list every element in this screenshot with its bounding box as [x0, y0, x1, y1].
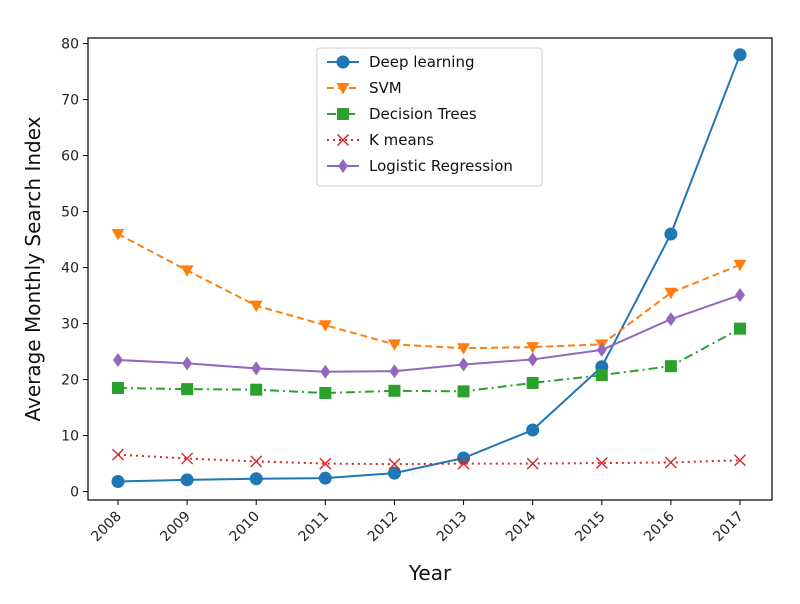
data-point [388, 384, 401, 397]
x-tick-label: 2014 [503, 508, 540, 545]
data-point [112, 382, 124, 394]
x-tick-label: 2017 [710, 509, 747, 546]
data-point [733, 48, 747, 62]
data-point [735, 288, 745, 303]
plot-area [111, 48, 747, 489]
legend-marker [337, 108, 349, 120]
x-tick-label: 2012 [365, 509, 402, 546]
data-point [526, 423, 540, 437]
data-point [387, 339, 401, 351]
series-decision-trees [112, 322, 746, 400]
x-tick-label: 2008 [88, 509, 125, 546]
data-point [527, 352, 538, 367]
legend-marker [338, 159, 348, 173]
legend-item: Logistic Regression [327, 157, 513, 175]
legend-box [316, 47, 543, 187]
data-point [457, 343, 471, 355]
legend-label: K means [369, 131, 434, 149]
data-point [457, 385, 470, 398]
data-point [664, 227, 678, 241]
legend-marker [336, 55, 350, 69]
data-point [182, 356, 193, 371]
data-point [111, 475, 125, 489]
y-tick-label: 0 [70, 485, 79, 501]
plot-frame [87, 37, 773, 501]
legend-marker [336, 83, 350, 95]
data-point [180, 265, 194, 277]
data-point [595, 457, 608, 470]
legend-item: Decision Trees [327, 105, 477, 123]
y-tick-label: 30 [61, 317, 79, 333]
series-line [117, 233, 741, 350]
data-point [595, 369, 608, 382]
series-line [117, 327, 741, 395]
data-point [457, 451, 471, 465]
y-tick-label: 10 [61, 429, 79, 445]
series-svm [111, 229, 747, 355]
legend-label: SVM [369, 79, 402, 97]
data-point [596, 342, 607, 357]
data-point [181, 452, 194, 465]
data-point [664, 287, 678, 300]
legend: Deep learning SVM Decision Trees K means Log… [316, 47, 543, 187]
data-point [181, 383, 194, 396]
series-line [117, 54, 741, 483]
data-point [734, 454, 746, 467]
data-point [664, 456, 677, 469]
x-tick-label: 2016 [641, 508, 678, 545]
data-point [318, 320, 332, 332]
data-point [111, 229, 125, 241]
data-point [526, 342, 540, 354]
data-point [526, 457, 539, 470]
series-line [117, 453, 741, 466]
data-point [733, 259, 747, 272]
data-point [112, 448, 124, 461]
series-k-means [112, 448, 746, 471]
data-point [249, 300, 263, 313]
x-tick-label: 2010 [227, 509, 264, 546]
data-point [318, 471, 332, 485]
y-tick-label: 70 [61, 93, 79, 109]
data-point [319, 457, 332, 470]
x-tick-label: 2013 [434, 509, 471, 546]
legend-label: Deep learning [369, 53, 475, 71]
legend-label: Logistic Regression [369, 157, 513, 175]
data-point [665, 312, 676, 327]
legend-item: SVM [327, 79, 402, 97]
legend-marker [337, 134, 349, 146]
y-tick-label: 80 [61, 37, 79, 53]
series-line [117, 294, 741, 373]
data-point [250, 383, 263, 396]
data-point [389, 364, 400, 379]
x-tick-label: 2009 [157, 509, 194, 546]
data-point [250, 455, 263, 468]
x-tick-label: 2011 [296, 509, 333, 546]
legend-item: K means [327, 131, 434, 149]
data-point [249, 472, 263, 486]
y-tick-label: 60 [61, 149, 79, 165]
data-point [457, 457, 470, 470]
data-point [388, 458, 401, 471]
data-point [113, 353, 123, 367]
x-tick-label: 2015 [572, 509, 609, 546]
data-point [319, 387, 332, 400]
data-point [664, 360, 677, 373]
data-point [251, 361, 262, 376]
series-logistic-regression [113, 288, 745, 379]
data-point [320, 364, 331, 379]
data-point [458, 357, 469, 372]
y-axis-title: Average Monthly Search Index [21, 116, 45, 421]
data-point [387, 466, 401, 480]
y-tick-label: 50 [61, 205, 79, 221]
data-point [526, 376, 539, 389]
data-point [734, 322, 746, 335]
legend-label: Decision Trees [369, 105, 477, 123]
x-axis-title: Year [408, 561, 452, 585]
y-tick-label: 40 [61, 261, 79, 277]
legend-item: Deep learning [327, 53, 475, 71]
y-tick-label: 20 [61, 373, 79, 389]
data-point [180, 473, 194, 487]
